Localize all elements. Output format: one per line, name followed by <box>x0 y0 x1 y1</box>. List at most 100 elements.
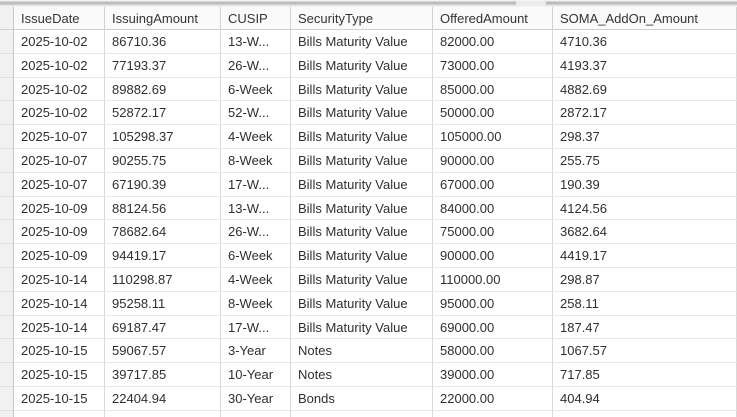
table-cell[interactable]: 105298.37 <box>105 125 221 149</box>
table-cell[interactable]: 2025-10-02 <box>14 53 105 78</box>
table-cell[interactable]: 255.75 <box>553 148 737 173</box>
column-header-securitytype[interactable]: SecurityType <box>291 7 433 30</box>
table-cell[interactable]: Bills Maturity Value <box>291 148 433 173</box>
table-cell[interactable]: 2025-10-09 <box>14 196 105 221</box>
table-cell[interactable]: 110298.87 <box>105 267 221 292</box>
table-cell[interactable]: 110000.00 <box>433 267 553 292</box>
row-selector[interactable] <box>0 196 14 221</box>
table-cell[interactable]: 298.37 <box>553 125 737 149</box>
table-cell[interactable]: Bills Maturity Value <box>291 315 433 340</box>
table-cell[interactable]: 17-W... <box>221 172 291 197</box>
table-cell[interactable]: Notes <box>291 339 433 364</box>
table-cell[interactable]: Bills Maturity Value <box>291 291 433 316</box>
row-selector[interactable] <box>0 148 14 173</box>
table-cell[interactable]: 2025-10-02 <box>14 30 105 54</box>
table-cell[interactable]: 2025-10-02 <box>14 77 105 102</box>
row-selector[interactable] <box>0 386 14 411</box>
table-cell[interactable]: 404.94 <box>553 386 737 411</box>
table-cell[interactable]: Bills Maturity Value <box>291 125 433 149</box>
table-cell[interactable]: 4193.37 <box>553 53 737 78</box>
table-cell[interactable]: 22404.94 <box>105 386 221 411</box>
table-cell[interactable]: 2025-10-15 <box>14 386 105 411</box>
table-cell[interactable]: Bonds <box>291 386 433 411</box>
table-cell[interactable]: 8-Week <box>221 148 291 173</box>
table-cell[interactable]: Bills Maturity Value <box>291 220 433 245</box>
table-cell[interactable]: 3-Year <box>221 339 291 364</box>
table-cell[interactable]: 2025-10-15 <box>14 363 105 387</box>
column-header-offeredamount[interactable]: OfferedAmount <box>433 7 553 30</box>
table-cell[interactable]: 86710.36 <box>105 30 221 54</box>
table-cell[interactable]: 69000.00 <box>433 315 553 340</box>
table-cell[interactable]: 298.87 <box>553 267 737 292</box>
table-cell[interactable]: 90255.75 <box>105 148 221 173</box>
table-cell[interactable]: 94419.17 <box>105 244 221 268</box>
table-cell[interactable]: 26-W... <box>221 220 291 245</box>
table-cell[interactable]: 2025-10-14 <box>14 291 105 316</box>
table-cell[interactable]: 39717.85 <box>105 363 221 387</box>
table-cell[interactable]: 2025-10-07 <box>14 125 105 149</box>
table-cell[interactable]: 90000.00 <box>433 148 553 173</box>
row-selector[interactable] <box>0 315 14 340</box>
table-cell[interactable]: 6-Week <box>221 244 291 268</box>
table-cell[interactable]: 95258.11 <box>105 291 221 316</box>
table-cell[interactable]: 3682.64 <box>553 220 737 245</box>
table-cell[interactable]: Bills Maturity Value <box>291 30 433 54</box>
table-cell[interactable]: 105000.00 <box>433 125 553 149</box>
row-selector[interactable] <box>0 267 14 292</box>
column-header-issuingamount[interactable]: IssuingAmount <box>105 7 221 30</box>
table-cell[interactable]: 26-W... <box>221 53 291 78</box>
table-cell[interactable]: 187.47 <box>553 315 737 340</box>
table-cell[interactable]: 89882.69 <box>105 77 221 102</box>
column-header-issuedate[interactable]: IssueDate <box>14 7 105 30</box>
table-cell[interactable]: Bills Maturity Value <box>291 244 433 268</box>
table-cell[interactable]: 52872.17 <box>105 101 221 126</box>
table-cell[interactable]: 67000.00 <box>433 172 553 197</box>
row-selector[interactable] <box>0 101 14 126</box>
row-selector[interactable] <box>0 244 14 268</box>
table-cell[interactable]: 4882.69 <box>553 77 737 102</box>
row-selector[interactable] <box>0 363 14 387</box>
table-cell[interactable]: 90000.00 <box>433 244 553 268</box>
table-cell[interactable]: Bills Maturity Value <box>291 101 433 126</box>
table-cell[interactable]: 1067.57 <box>553 339 737 364</box>
row-selector[interactable] <box>0 53 14 78</box>
table-cell[interactable]: 77193.37 <box>105 53 221 78</box>
table-cell[interactable]: 58000.00 <box>433 339 553 364</box>
table-cell[interactable]: 4-Week <box>221 267 291 292</box>
table-cell[interactable]: 82000.00 <box>433 30 553 54</box>
table-cell[interactable]: 17-W... <box>221 315 291 340</box>
table-cell[interactable]: 78682.64 <box>105 220 221 245</box>
row-selector[interactable] <box>0 125 14 149</box>
table-cell[interactable]: 2025-10-09 <box>14 220 105 245</box>
table-cell[interactable]: 2872.17 <box>553 101 737 126</box>
table-cell[interactable]: 2025-10-15 <box>14 339 105 364</box>
table-cell[interactable]: 4710.36 <box>553 30 737 54</box>
row-selector[interactable] <box>0 339 14 364</box>
table-cell[interactable]: 22000.00 <box>433 386 553 411</box>
table-cell[interactable]: 73000.00 <box>433 53 553 78</box>
table-cell[interactable]: 190.39 <box>553 172 737 197</box>
table-cell[interactable]: Bills Maturity Value <box>291 53 433 78</box>
row-selector[interactable] <box>0 410 14 417</box>
row-selector[interactable] <box>0 220 14 245</box>
table-cell[interactable]: 30-Year <box>221 386 291 411</box>
table-cell[interactable]: 84000.00 <box>433 196 553 221</box>
table-cell[interactable]: 2025-10-02 <box>14 101 105 126</box>
table-cell[interactable]: 10-Year <box>221 363 291 387</box>
table-cell[interactable]: 88124.56 <box>105 196 221 221</box>
table-cell[interactable]: 13-W... <box>221 196 291 221</box>
table-cell[interactable]: 95000.00 <box>433 291 553 316</box>
table-cell[interactable]: 59067.57 <box>105 339 221 364</box>
table-cell[interactable]: 4419.17 <box>553 244 737 268</box>
table-cell[interactable]: Bills Maturity Value <box>291 77 433 102</box>
table-cell[interactable]: 4-Week <box>221 125 291 149</box>
table-cell[interactable]: 39000.00 <box>433 363 553 387</box>
table-cell[interactable]: 50000.00 <box>433 101 553 126</box>
table-cell[interactable]: 13-W... <box>221 30 291 54</box>
table-cell[interactable]: 75000.00 <box>433 220 553 245</box>
table-cell[interactable]: Bills Maturity Value <box>291 267 433 292</box>
splitter-bar[interactable] <box>0 0 737 7</box>
table-cell[interactable]: 2025-10-09 <box>14 244 105 268</box>
splitter-handle-icon[interactable] <box>516 1 546 6</box>
select-all-corner[interactable] <box>0 7 14 30</box>
